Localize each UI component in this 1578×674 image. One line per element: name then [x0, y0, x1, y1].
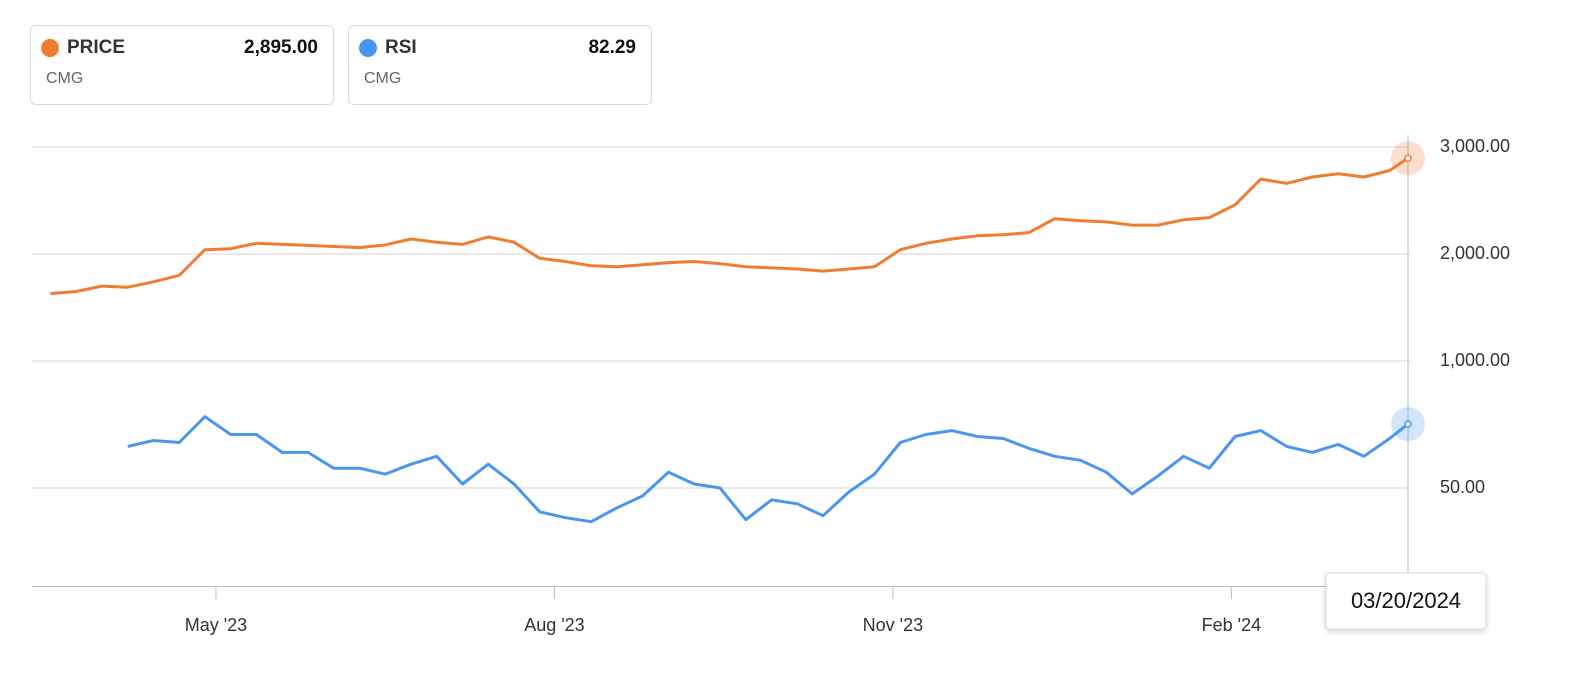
tooltip-date: 03/20/2024 — [1351, 588, 1461, 613]
last-point — [1404, 154, 1412, 162]
x-tick-label: Feb '24 — [1202, 615, 1261, 635]
tooltip-box — [1325, 572, 1487, 630]
series-line — [50, 156, 1409, 296]
legend-swatch — [359, 39, 377, 57]
legend-swatch — [41, 39, 59, 57]
card-box — [30, 25, 334, 105]
legend-name: PRICE — [67, 37, 125, 58]
y-tick-label: 3,000.00 — [1440, 136, 1510, 156]
legend-value: 2,895.00 — [244, 37, 318, 58]
legend-name: RSI — [385, 37, 417, 58]
x-tick-label: May '23 — [185, 615, 247, 635]
legend-value: 82.29 — [588, 37, 636, 58]
legend-card: PRICE 2,895.00 CMG — [30, 25, 334, 105]
series-line — [127, 415, 1409, 524]
x-tick-label: Aug '23 — [524, 615, 585, 635]
y-tick-label: 2,000.00 — [1440, 243, 1510, 263]
legend-card: RSI 82.29 CMG — [348, 25, 652, 105]
last-point — [1404, 420, 1412, 428]
y-tick-label: 50.00 — [1440, 477, 1485, 497]
legend-symbol: CMG — [46, 70, 83, 87]
x-tick-label: Nov '23 — [863, 615, 923, 635]
y-tick-label: 1,000.00 — [1440, 350, 1510, 370]
legend-symbol: CMG — [364, 70, 401, 87]
card-box — [348, 25, 652, 105]
